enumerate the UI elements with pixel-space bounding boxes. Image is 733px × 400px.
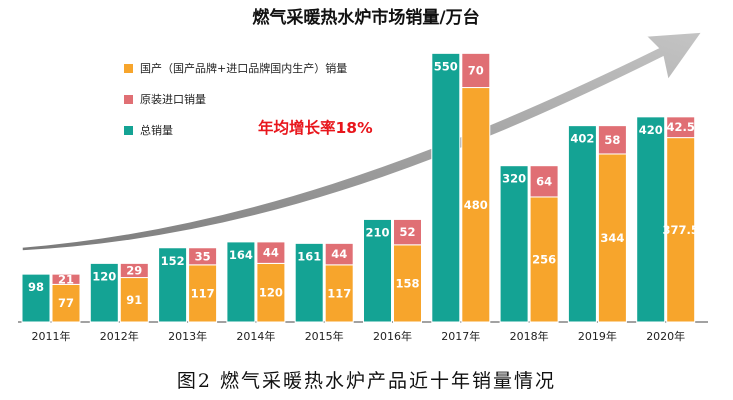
bar-imported — [461, 52, 491, 89]
bar-imported — [51, 273, 81, 285]
bar-imported — [188, 247, 218, 266]
legend-label: 原装进口销量 — [140, 92, 206, 106]
data-label-total: 161 — [297, 249, 321, 263]
bar-domestic — [597, 153, 627, 323]
data-label-imported: 70 — [468, 63, 484, 77]
data-label-domestic: 256 — [532, 252, 556, 266]
data-label-total: 210 — [365, 225, 389, 239]
bar-imported — [393, 218, 422, 246]
legend-swatch — [124, 64, 133, 73]
x-tick-label: 2020年 — [646, 329, 685, 343]
bar-domestic — [256, 262, 286, 323]
bar-total — [226, 241, 256, 323]
bar-total — [636, 116, 666, 323]
x-tick-label: 2015年 — [305, 329, 344, 343]
data-label-total: 420 — [639, 123, 663, 137]
data-label-domestic: 158 — [395, 276, 419, 290]
bar-imported — [529, 165, 559, 198]
bar-domestic — [393, 244, 422, 323]
data-label-total: 98 — [28, 280, 44, 294]
bar-total — [294, 242, 324, 323]
bars-layer: 98 21 77 2011年 120 29 91 2012年 152 35 117 2013年 164 4… — [18, 52, 708, 343]
bar-domestic — [529, 196, 559, 323]
data-label-total: 120 — [92, 269, 116, 283]
data-label-imported: 44 — [263, 246, 279, 260]
bar-imported — [597, 125, 627, 155]
x-tick-label: 2019年 — [578, 329, 617, 343]
bar-imported — [256, 241, 286, 264]
data-label-total: 402 — [570, 132, 594, 146]
x-tick-label: 2016年 — [373, 329, 412, 343]
x-tick-label: 2017年 — [441, 329, 480, 343]
legend-label: 国产（国产品牌+进口品牌国内生产）销量 — [140, 61, 347, 75]
x-tick-label: 2012年 — [100, 329, 139, 343]
data-label-imported: 35 — [195, 249, 211, 263]
bar-domestic — [461, 87, 491, 323]
data-label-imported: 42.5 — [667, 120, 695, 134]
data-label-domestic: 480 — [464, 198, 488, 212]
growth-arrow — [21, 31, 704, 252]
data-label-imported: 29 — [126, 263, 142, 277]
data-label-domestic: 91 — [126, 293, 142, 307]
bar-imported — [666, 116, 696, 139]
legend-swatch — [124, 95, 133, 104]
data-label-total: 550 — [434, 59, 458, 73]
data-label-total: 164 — [229, 248, 253, 262]
bar-domestic — [666, 137, 696, 323]
growth-rate-annotation: 年均增长率18% — [258, 118, 373, 137]
bar-imported — [324, 242, 354, 266]
data-label-imported: 52 — [399, 225, 415, 239]
data-label-domestic: 117 — [191, 286, 215, 300]
x-tick-label: 2014年 — [236, 329, 275, 343]
bar-total — [89, 262, 119, 323]
bar-total — [499, 165, 529, 323]
data-label-domestic: 117 — [327, 286, 351, 300]
x-tick-label: 2011年 — [32, 329, 71, 343]
x-tick-label: 2018年 — [510, 329, 549, 343]
bar-total — [21, 273, 51, 323]
data-label-imported: 58 — [604, 133, 620, 147]
data-label-imported: 21 — [58, 272, 74, 286]
bar-chart: 燃气采暖热水炉市场销量/万台 98 21 77 2011年 120 29 91 2012年 15… — [18, 7, 708, 343]
data-label-domestic: 77 — [58, 296, 74, 310]
data-label-total: 320 — [502, 172, 526, 186]
figure-caption: 图2 燃气采暖热水炉产品近十年销量情况 — [176, 370, 557, 392]
bar-domestic — [188, 264, 218, 323]
legend-swatch — [124, 126, 133, 135]
data-label-imported: 44 — [331, 247, 347, 261]
data-label-total: 152 — [161, 254, 185, 268]
bar-total — [431, 52, 461, 323]
bar-total — [363, 218, 392, 323]
data-label-imported: 64 — [536, 174, 552, 188]
bar-imported — [119, 262, 149, 279]
data-label-domestic: 120 — [259, 286, 283, 300]
bar-total — [158, 247, 188, 323]
bar-domestic — [324, 264, 354, 323]
data-label-domestic: 377.5 — [663, 223, 699, 237]
bar-total — [567, 125, 597, 323]
bar-domestic — [119, 277, 149, 323]
legend-label: 总销量 — [140, 123, 173, 137]
chart-title: 燃气采暖热水炉市场销量/万台 — [252, 7, 479, 28]
x-tick-label: 2013年 — [168, 329, 207, 343]
data-label-domestic: 344 — [600, 231, 624, 245]
